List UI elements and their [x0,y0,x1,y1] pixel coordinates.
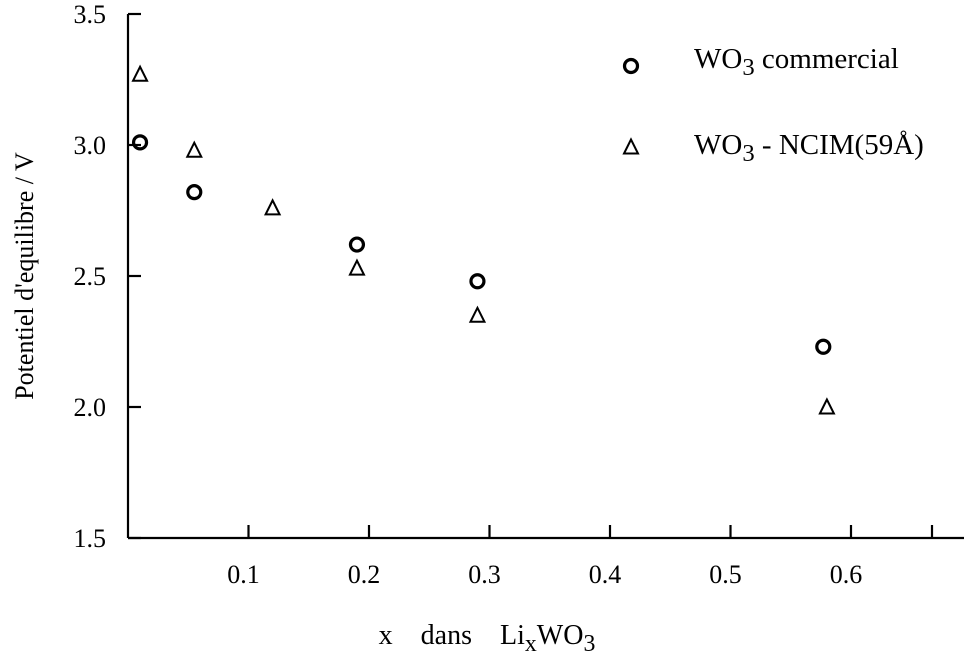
y-tick-label: 1.5 [74,524,107,553]
x-tick-label: 0.5 [709,560,742,589]
axes [126,14,964,540]
x-tick-label: 0.6 [830,560,863,589]
triangle-data-point [131,64,149,82]
triangle-data-point [263,198,282,216]
y-axis-label: Potentiel d'equilibre / V [10,152,39,400]
ticks: 1.5 2.0 2.5 3.0 3.5 0.1 0.2 0.3 0.4 0.5 0.6 [74,0,934,589]
circle-data-point [348,236,366,253]
legend-circle-marker [622,57,640,75]
circle-data-point [186,184,203,201]
axis-labels: Potentiel d'equilibre / V x dans LixWO3 [10,152,595,657]
legend-label: WO3 commercial [694,43,899,81]
y-tick-label: 2.5 [74,262,107,291]
y-tick-label: 3.5 [74,0,107,29]
circle-data-point [815,338,832,355]
triangle-data-point [348,258,366,276]
x-tick-label: 0.3 [468,560,501,589]
triangle-data-point [185,140,203,158]
x-tick-label: 0.2 [348,560,381,589]
legend-triangle-marker [622,137,640,155]
y-tick-label: 2.0 [74,393,107,422]
x-tick-label: 0.4 [589,560,622,589]
x-axis-label: x dans LixWO3 [379,620,596,657]
legend-label: WO3 - NCIM(59Å) [694,129,924,167]
data-points [131,64,836,415]
circle-data-point [131,134,149,151]
legend: WO3 commercial WO3 - NCIM(59Å) [622,43,924,167]
x-tick-label: 0.1 [227,560,260,589]
triangle-data-point [468,305,487,323]
y-tick-label: 3.0 [74,131,107,160]
circle-data-point [469,273,486,290]
triangle-data-point [818,397,836,415]
